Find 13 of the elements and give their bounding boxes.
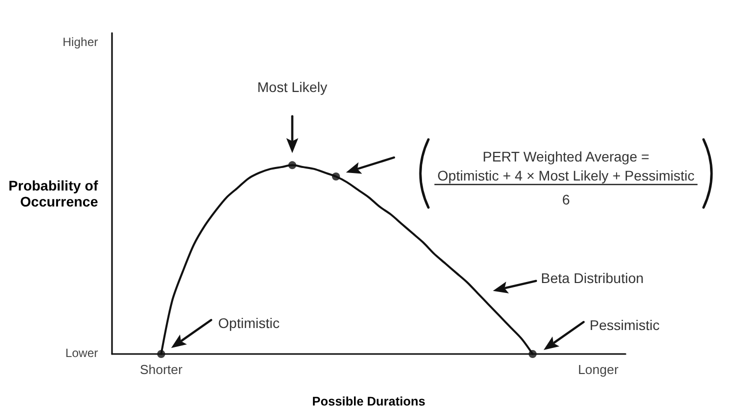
y-axis-title: Probability of Occurrence [8,178,98,210]
x-tick-label: Shorter [140,362,184,377]
x-tick-label: Longer [578,362,620,377]
x-axis-title: Possible Durations [312,394,426,408]
text: Most Likely [257,79,328,96]
annotation: Optimistic [218,315,280,331]
text: Higher [62,35,98,49]
annotation: Optimistic + 4 × Most Likely + Pessimistic [437,168,695,184]
text: Lower [65,346,98,360]
text: PERT Weighted Average = [482,148,650,165]
annotation: Beta Distribution [540,270,644,286]
annotation: Pessimistic [590,317,660,333]
annotation: 6 [562,192,570,208]
